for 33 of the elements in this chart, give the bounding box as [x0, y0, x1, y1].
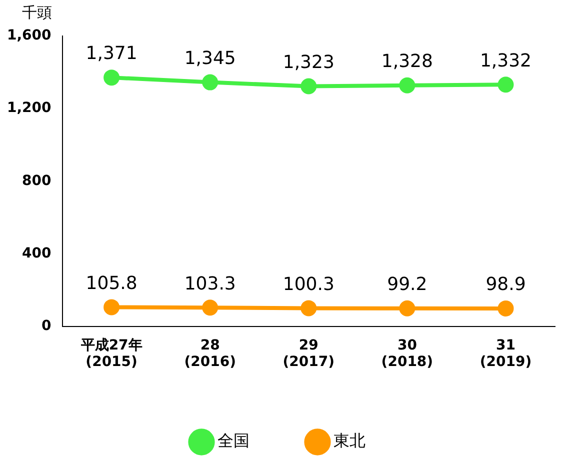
x-tick-label: 31 (2019) [480, 337, 532, 370]
data-label: 103.3 [184, 273, 236, 294]
data-label: 105.8 [86, 272, 138, 294]
x-tick-label: 30 (2018) [381, 337, 434, 370]
data-label: 1,332 [480, 50, 532, 72]
data-label: 1,345 [184, 48, 236, 69]
legend-label: 東北 [334, 431, 366, 450]
y-tick-label: 1,600 [6, 28, 52, 44]
point [104, 299, 120, 316]
data-label: 1,371 [86, 43, 138, 64]
x-tick-label: 28 (2016) [184, 337, 236, 370]
point [399, 77, 416, 94]
data-label: 100.3 [282, 274, 334, 295]
x-tick-label: 平成27年 (2015) [80, 337, 142, 370]
point [399, 300, 416, 316]
legend-label: 全国 [218, 431, 250, 450]
y-tick-label: 400 [22, 245, 52, 262]
data-label: 99.2 [387, 274, 428, 296]
point [300, 78, 317, 94]
data-label: 1,323 [282, 52, 334, 73]
y-tick-label: 800 [22, 172, 52, 189]
point [202, 300, 218, 316]
y-tick-label: 0 [42, 318, 52, 334]
data-label: 1,328 [381, 51, 433, 72]
point [104, 70, 120, 86]
data-label: 98.9 [486, 274, 526, 296]
point [498, 76, 514, 93]
x-tick-label: 29 (2017) [282, 337, 335, 370]
y-tick-label: 1,200 [6, 100, 52, 116]
y-axis-title: 千頭 [22, 3, 52, 22]
point [202, 74, 218, 90]
point [300, 300, 317, 316]
point [498, 300, 514, 316]
